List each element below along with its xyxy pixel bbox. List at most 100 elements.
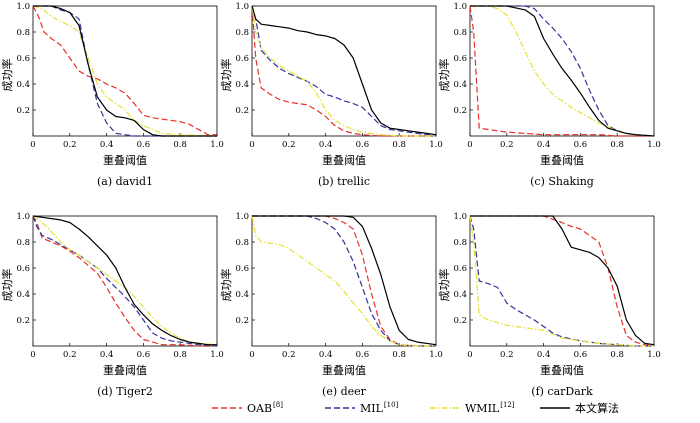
chart-4-xlabel: 重叠阈值 (103, 363, 147, 377)
chart-6-series-wmil (469, 215, 654, 347)
chart-6-ytick-label: 1.0 (453, 212, 467, 222)
chart-1-ytick-label: 1.0 (16, 2, 30, 12)
legend-label-ours: 本文算法 (575, 401, 619, 415)
chart-1-series-mil (33, 5, 217, 137)
chart-6-ytick-label: 0.6 (453, 264, 467, 274)
legend: OAB [8] MIL [10] WMIL [12] 本文算法 (212, 401, 619, 415)
chart-2-xtick-label: 0.8 (392, 140, 406, 150)
chart-3-ytick-label: 1.0 (453, 2, 467, 12)
chart-3-series-oab (469, 5, 654, 137)
chart-4-xtick-label: 0.6 (137, 350, 151, 360)
chart-5-xtick-label: 0.6 (356, 350, 370, 360)
chart-2-xtick-label: 0.4 (319, 140, 333, 150)
chart-1-xtick-label: 0.2 (63, 140, 77, 150)
chart-4-ytick-label: 0.2 (16, 316, 30, 326)
chart-2-ytick-label: 0.2 (235, 106, 249, 116)
chart-6-series-ours (470, 215, 655, 346)
chart-3-xlabel: 重叠阈值 (540, 153, 584, 167)
chart-5-series-wmil (251, 215, 436, 347)
chart-6-title: (f) carDark (531, 385, 593, 398)
chart-5-xlabel: 重叠阈值 (322, 363, 366, 377)
chart-1-ytick-label: 0.8 (16, 28, 30, 38)
chart-5-series-oab (252, 215, 436, 347)
chart-1-xlabel: 重叠阈值 (103, 153, 147, 167)
legend-ref-mil: [10] (384, 401, 399, 409)
chart-2-series-mil (251, 5, 436, 136)
chart-2-series-oab (251, 5, 436, 137)
chart-6-ytick-label: 0.2 (453, 316, 467, 326)
chart-1-xtick-label: 0 (30, 140, 35, 150)
chart-5-ytick-label: 0.6 (235, 264, 249, 274)
chart-2-xtick-label: 0.6 (356, 140, 370, 150)
chart-6-xtick-label: 0.2 (500, 350, 514, 360)
chart-5-xtick-label: 1.0 (429, 350, 443, 360)
chart-3-ytick-label: 0.4 (453, 80, 467, 90)
chart-3-frame (469, 5, 655, 137)
chart-4-xtick-label: 0.2 (63, 350, 77, 360)
chart-4-ytick-label: 0.8 (16, 238, 30, 248)
chart-3-xtick-label: 0.2 (500, 140, 514, 150)
chart-3-xtick-label: 0.6 (574, 140, 588, 150)
chart-3-ytick-label: 0.6 (453, 54, 467, 64)
legend-ref-oab: [8] (273, 401, 283, 409)
legend-ref-wmil: [12] (500, 401, 515, 409)
chart-5-title: (e) deer (322, 385, 367, 398)
chart-1-xtick-label: 1.0 (210, 140, 224, 150)
chart-6-ytick-label: 0.8 (453, 238, 467, 248)
chart-5-xtick-label: 0.2 (282, 350, 296, 360)
chart-3-series-wmil (470, 5, 655, 137)
chart-6-series-oab (470, 215, 655, 347)
chart-4-ytick-label: 0.6 (16, 264, 30, 274)
chart-5-frame (251, 215, 437, 347)
chart-1-ytick-label: 0.2 (16, 106, 30, 116)
legend-label-mil: MIL (360, 402, 384, 415)
chart-3-ylabel: 成功率 (437, 59, 451, 92)
chart-4-ytick-label: 1.0 (16, 212, 30, 222)
chart-3-xtick-label: 0.4 (537, 140, 551, 150)
chart-6-xlabel: 重叠阈值 (540, 363, 584, 377)
chart-5-ytick-label: 1.0 (235, 212, 249, 222)
chart-2-xlabel: 重叠阈值 (322, 153, 366, 167)
chart-2-xtick-label: 0.2 (282, 140, 296, 150)
chart-6-xtick-label: 0.6 (574, 350, 588, 360)
chart-6-frame (469, 215, 655, 347)
chart-5-xtick-label: 0 (249, 350, 254, 360)
legend-label-oab: OAB (247, 402, 272, 415)
chart-2-ytick-label: 0.4 (235, 80, 249, 90)
chart-4-ytick-label: 0.4 (16, 290, 30, 300)
chart-2-ylabel: 成功率 (219, 59, 233, 92)
chart-6-xtick-label: 1.0 (647, 350, 661, 360)
chart-3-title: (c) Shaking (530, 175, 594, 188)
chart-5-series-mil (252, 215, 436, 347)
chart-4-xtick-label: 0.4 (100, 350, 114, 360)
chart-1-ytick-label: 0.6 (16, 54, 30, 64)
chart-5-series-ours (252, 215, 437, 346)
chart-2-xtick-label: 0 (249, 140, 254, 150)
chart-2-frame (251, 5, 437, 137)
chart-5-ylabel: 成功率 (219, 269, 233, 302)
chart-1-xtick-label: 0.6 (137, 140, 151, 150)
chart-1-title: (a) david1 (97, 175, 153, 188)
chart-2-ytick-label: 0.6 (235, 54, 249, 64)
chart-1-frame (32, 5, 218, 137)
chart-6-ytick-label: 0.4 (453, 290, 467, 300)
chart-2-series-wmil (251, 5, 436, 137)
chart-2-series-ours (251, 5, 437, 136)
chart-5-xtick-label: 0.8 (392, 350, 406, 360)
chart-5-ytick-label: 0.2 (235, 316, 249, 326)
chart-4-ylabel: 成功率 (0, 269, 14, 302)
chart-2-ytick-label: 0.8 (235, 28, 249, 38)
chart-4-series-ours (32, 215, 217, 346)
chart-4-xtick-label: 1.0 (210, 350, 224, 360)
chart-4-series-wmil (32, 215, 218, 346)
chart-6-series-mil (469, 215, 654, 347)
chart-1-series-wmil (32, 5, 218, 137)
chart-1-ylabel: 成功率 (0, 59, 14, 92)
chart-6-xtick-label: 0.4 (537, 350, 551, 360)
chart-2-ytick-label: 1.0 (235, 2, 249, 12)
